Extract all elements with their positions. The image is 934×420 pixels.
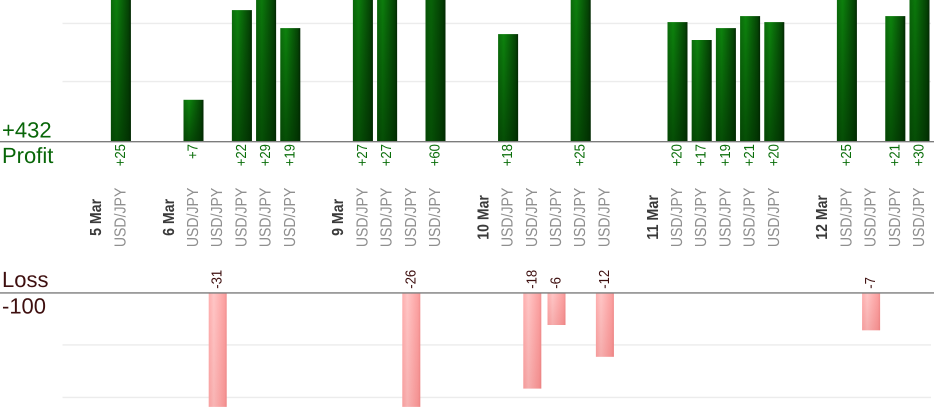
svg-text:-18: -18 — [524, 270, 540, 289]
svg-text:+25: +25 — [839, 144, 855, 166]
svg-text:USD/JPY: USD/JPY — [863, 187, 880, 247]
svg-text:USD/JPY: USD/JPY — [403, 187, 420, 247]
svg-text:USD/JPY: USD/JPY — [887, 187, 904, 247]
svg-text:USD/JPY: USD/JPY — [354, 187, 371, 247]
svg-text:+20: +20 — [670, 144, 686, 166]
svg-text:USD/JPY: USD/JPY — [742, 187, 759, 247]
svg-text:+30: +30 — [912, 144, 928, 166]
svg-text:USD/JPY: USD/JPY — [911, 187, 928, 247]
svg-text:+20: +20 — [766, 144, 782, 166]
svg-text:USD/JPY: USD/JPY — [233, 187, 250, 247]
svg-text:USD/JPY: USD/JPY — [548, 187, 565, 247]
svg-text:9 Mar: 9 Mar — [330, 199, 347, 236]
svg-text:-12: -12 — [597, 270, 613, 289]
svg-text:5 Mar: 5 Mar — [88, 199, 105, 236]
svg-text:USD/JPY: USD/JPY — [693, 187, 710, 247]
svg-text:USD/JPY: USD/JPY — [209, 187, 226, 247]
svg-text:USD/JPY: USD/JPY — [717, 187, 734, 247]
svg-text:+19: +19 — [718, 144, 734, 166]
svg-text:+29: +29 — [258, 144, 274, 166]
svg-text:-31: -31 — [210, 270, 226, 289]
svg-text:+7: +7 — [186, 144, 202, 159]
svg-text:-100: -100 — [2, 293, 46, 318]
svg-text:-6: -6 — [549, 277, 565, 289]
svg-text:USD/JPY: USD/JPY — [572, 187, 589, 247]
svg-text:USD/JPY: USD/JPY — [258, 187, 275, 247]
svg-text:+21: +21 — [742, 144, 758, 166]
svg-text:USD/JPY: USD/JPY — [596, 187, 613, 247]
svg-text:+27: +27 — [355, 144, 371, 166]
svg-text:USD/JPY: USD/JPY — [185, 187, 202, 247]
svg-text:+22: +22 — [234, 144, 250, 166]
svg-text:USD/JPY: USD/JPY — [427, 187, 444, 247]
svg-text:12 Mar: 12 Mar — [814, 195, 831, 240]
svg-text:6 Mar: 6 Mar — [161, 199, 178, 236]
svg-text:+17: +17 — [694, 144, 710, 166]
svg-text:+432: +432 — [2, 118, 52, 143]
svg-text:USD/JPY: USD/JPY — [669, 187, 686, 247]
svg-text:USD/JPY: USD/JPY — [112, 187, 129, 247]
svg-text:USD/JPY: USD/JPY — [379, 187, 396, 247]
svg-text:+21: +21 — [887, 144, 903, 166]
svg-text:USD/JPY: USD/JPY — [524, 187, 541, 247]
svg-text:USD/JPY: USD/JPY — [282, 187, 299, 247]
svg-text:+19: +19 — [282, 144, 298, 166]
svg-text:+25: +25 — [573, 144, 589, 166]
svg-text:-26: -26 — [403, 270, 419, 289]
svg-text:USD/JPY: USD/JPY — [500, 187, 517, 247]
svg-text:10 Mar: 10 Mar — [475, 195, 492, 240]
svg-text:+60: +60 — [428, 144, 444, 166]
svg-text:Loss: Loss — [2, 267, 48, 292]
svg-text:11 Mar: 11 Mar — [645, 195, 662, 240]
svg-text:USD/JPY: USD/JPY — [766, 187, 783, 247]
svg-text:USD/JPY: USD/JPY — [838, 187, 855, 247]
svg-text:+25: +25 — [113, 144, 129, 166]
svg-text:Profit: Profit — [2, 143, 53, 168]
svg-text:+27: +27 — [379, 144, 395, 166]
svg-text:-7: -7 — [863, 277, 879, 289]
svg-text:+18: +18 — [500, 144, 516, 166]
